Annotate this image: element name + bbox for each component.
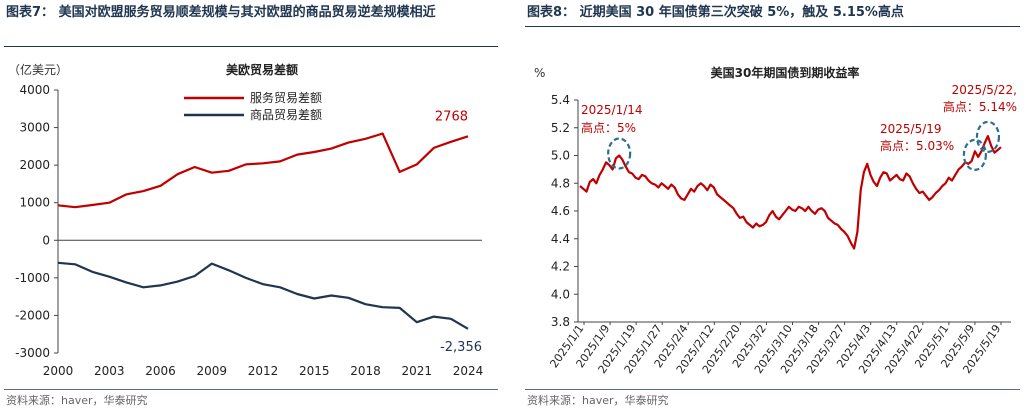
legend-label: 商品贸易差额 [250,107,322,122]
annotation-date: 2025/1/14 [581,103,643,117]
left-title-rule [4,46,498,47]
annotation-date: 2025/5/22, [952,83,1017,97]
right-source-note: 资料来源：haver，华泰研究 [527,394,669,407]
trade-balance-chart: （亿美元） 美欧贸易差额 -3000 -2000 -1000 0 1000 2000 3000 4… [8,62,484,378]
legend-label: 服务贸易差额 [250,90,322,105]
peak-highlight-circle [607,137,632,170]
right-source-rule [525,389,1020,390]
x-tick-label: 2009 [196,364,227,378]
left-source-rule [4,389,498,390]
x-tick-label: 2018 [350,364,381,378]
y-tick-label: 4.6 [551,204,570,218]
x-tick-label: 2024 [453,364,484,378]
y-tick-label: 5.2 [551,121,570,135]
annotation-text: 高点：5% [581,120,636,135]
right-panel-title: 图表8： 近期美国 30 年国债第三次突破 5%，触及 5.15%高点 [527,5,904,20]
y-tick-label: 4.4 [551,232,570,246]
left-source-note: 资料来源：haver，华泰研究 [6,394,148,407]
x-tick-label: 2021 [401,364,432,378]
y-tick-label: 5.4 [551,93,570,107]
x-tick-label: 2003 [94,364,125,378]
annotation-text: 高点：5.14% [943,99,1017,114]
unit-label: % [534,66,545,80]
unit-label: （亿美元） [8,62,68,77]
x-tick-label: 2015 [299,364,330,378]
annotation-date: 2025/5/19 [880,122,942,136]
peak-highlight-circle [975,120,1001,153]
end-value-label: 2768 [435,109,468,124]
right-title-rule [525,26,1020,27]
y-tick-label: 4.2 [551,260,570,274]
y-tick-label: 5.0 [551,149,570,163]
y-tick-label: -2000 [15,308,50,322]
y-tick-label: 0 [42,233,50,247]
y-tick-label: 4000 [19,83,50,97]
x-tick-label: 2006 [145,364,176,378]
chart-title: 美国30年期国债到期收益率 [711,65,860,80]
x-tick-label: 2012 [248,364,279,378]
series-line-services [57,132,469,209]
y-tick-label: 3.8 [551,315,570,329]
end-value-label: -2,356 [440,340,482,355]
y-tick-label: -3000 [15,346,50,360]
chart-title: 美欧贸易差额 [226,62,298,77]
x-tick-label: 2000 [43,364,74,378]
y-tick-label: 2000 [19,158,50,172]
y-tick-label: 4.8 [551,176,570,190]
annotation-text: 高点：5.03% [880,138,954,153]
treasury-yield-chart: % 美国30年期国债到期收益率 3.8 4.0 4.2 4.4 4.6 4.8 5.0 5.2 5.… [534,65,1017,376]
left-panel-title: 图表7： 美国对欧盟服务贸易顺差规模与其对欧盟的商品贸易逆差规模相近 [6,5,436,20]
series-line-goods [57,261,469,330]
peak-highlight-circle [962,138,987,171]
y-tick-label: 3000 [19,121,50,135]
y-tick-label: 4.0 [551,287,570,301]
y-tick-label: -1000 [15,271,50,285]
yield-line [579,135,1002,250]
y-tick-label: 1000 [19,196,50,210]
